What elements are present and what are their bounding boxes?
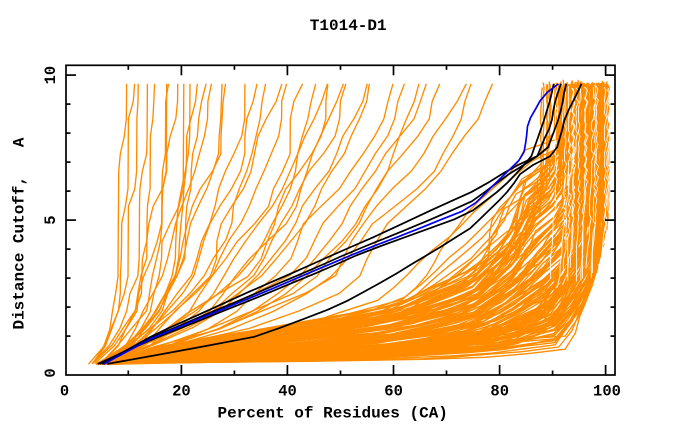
svg-text:0: 0 xyxy=(42,368,60,377)
svg-text:60: 60 xyxy=(384,383,403,401)
svg-text:10: 10 xyxy=(42,66,60,85)
svg-text:80: 80 xyxy=(490,383,509,401)
svg-text:5: 5 xyxy=(42,215,60,224)
svg-text:40: 40 xyxy=(278,383,297,401)
svg-text:100: 100 xyxy=(593,383,621,401)
svg-text:20: 20 xyxy=(172,383,191,401)
svg-text:0: 0 xyxy=(60,383,69,401)
svg-text:Percent of Residues (CA): Percent of Residues (CA) xyxy=(217,405,447,423)
svg-text:T1014-D1: T1014-D1 xyxy=(310,17,387,35)
svg-text:Distance Cutoff, A: Distance Cutoff, A xyxy=(11,137,29,329)
